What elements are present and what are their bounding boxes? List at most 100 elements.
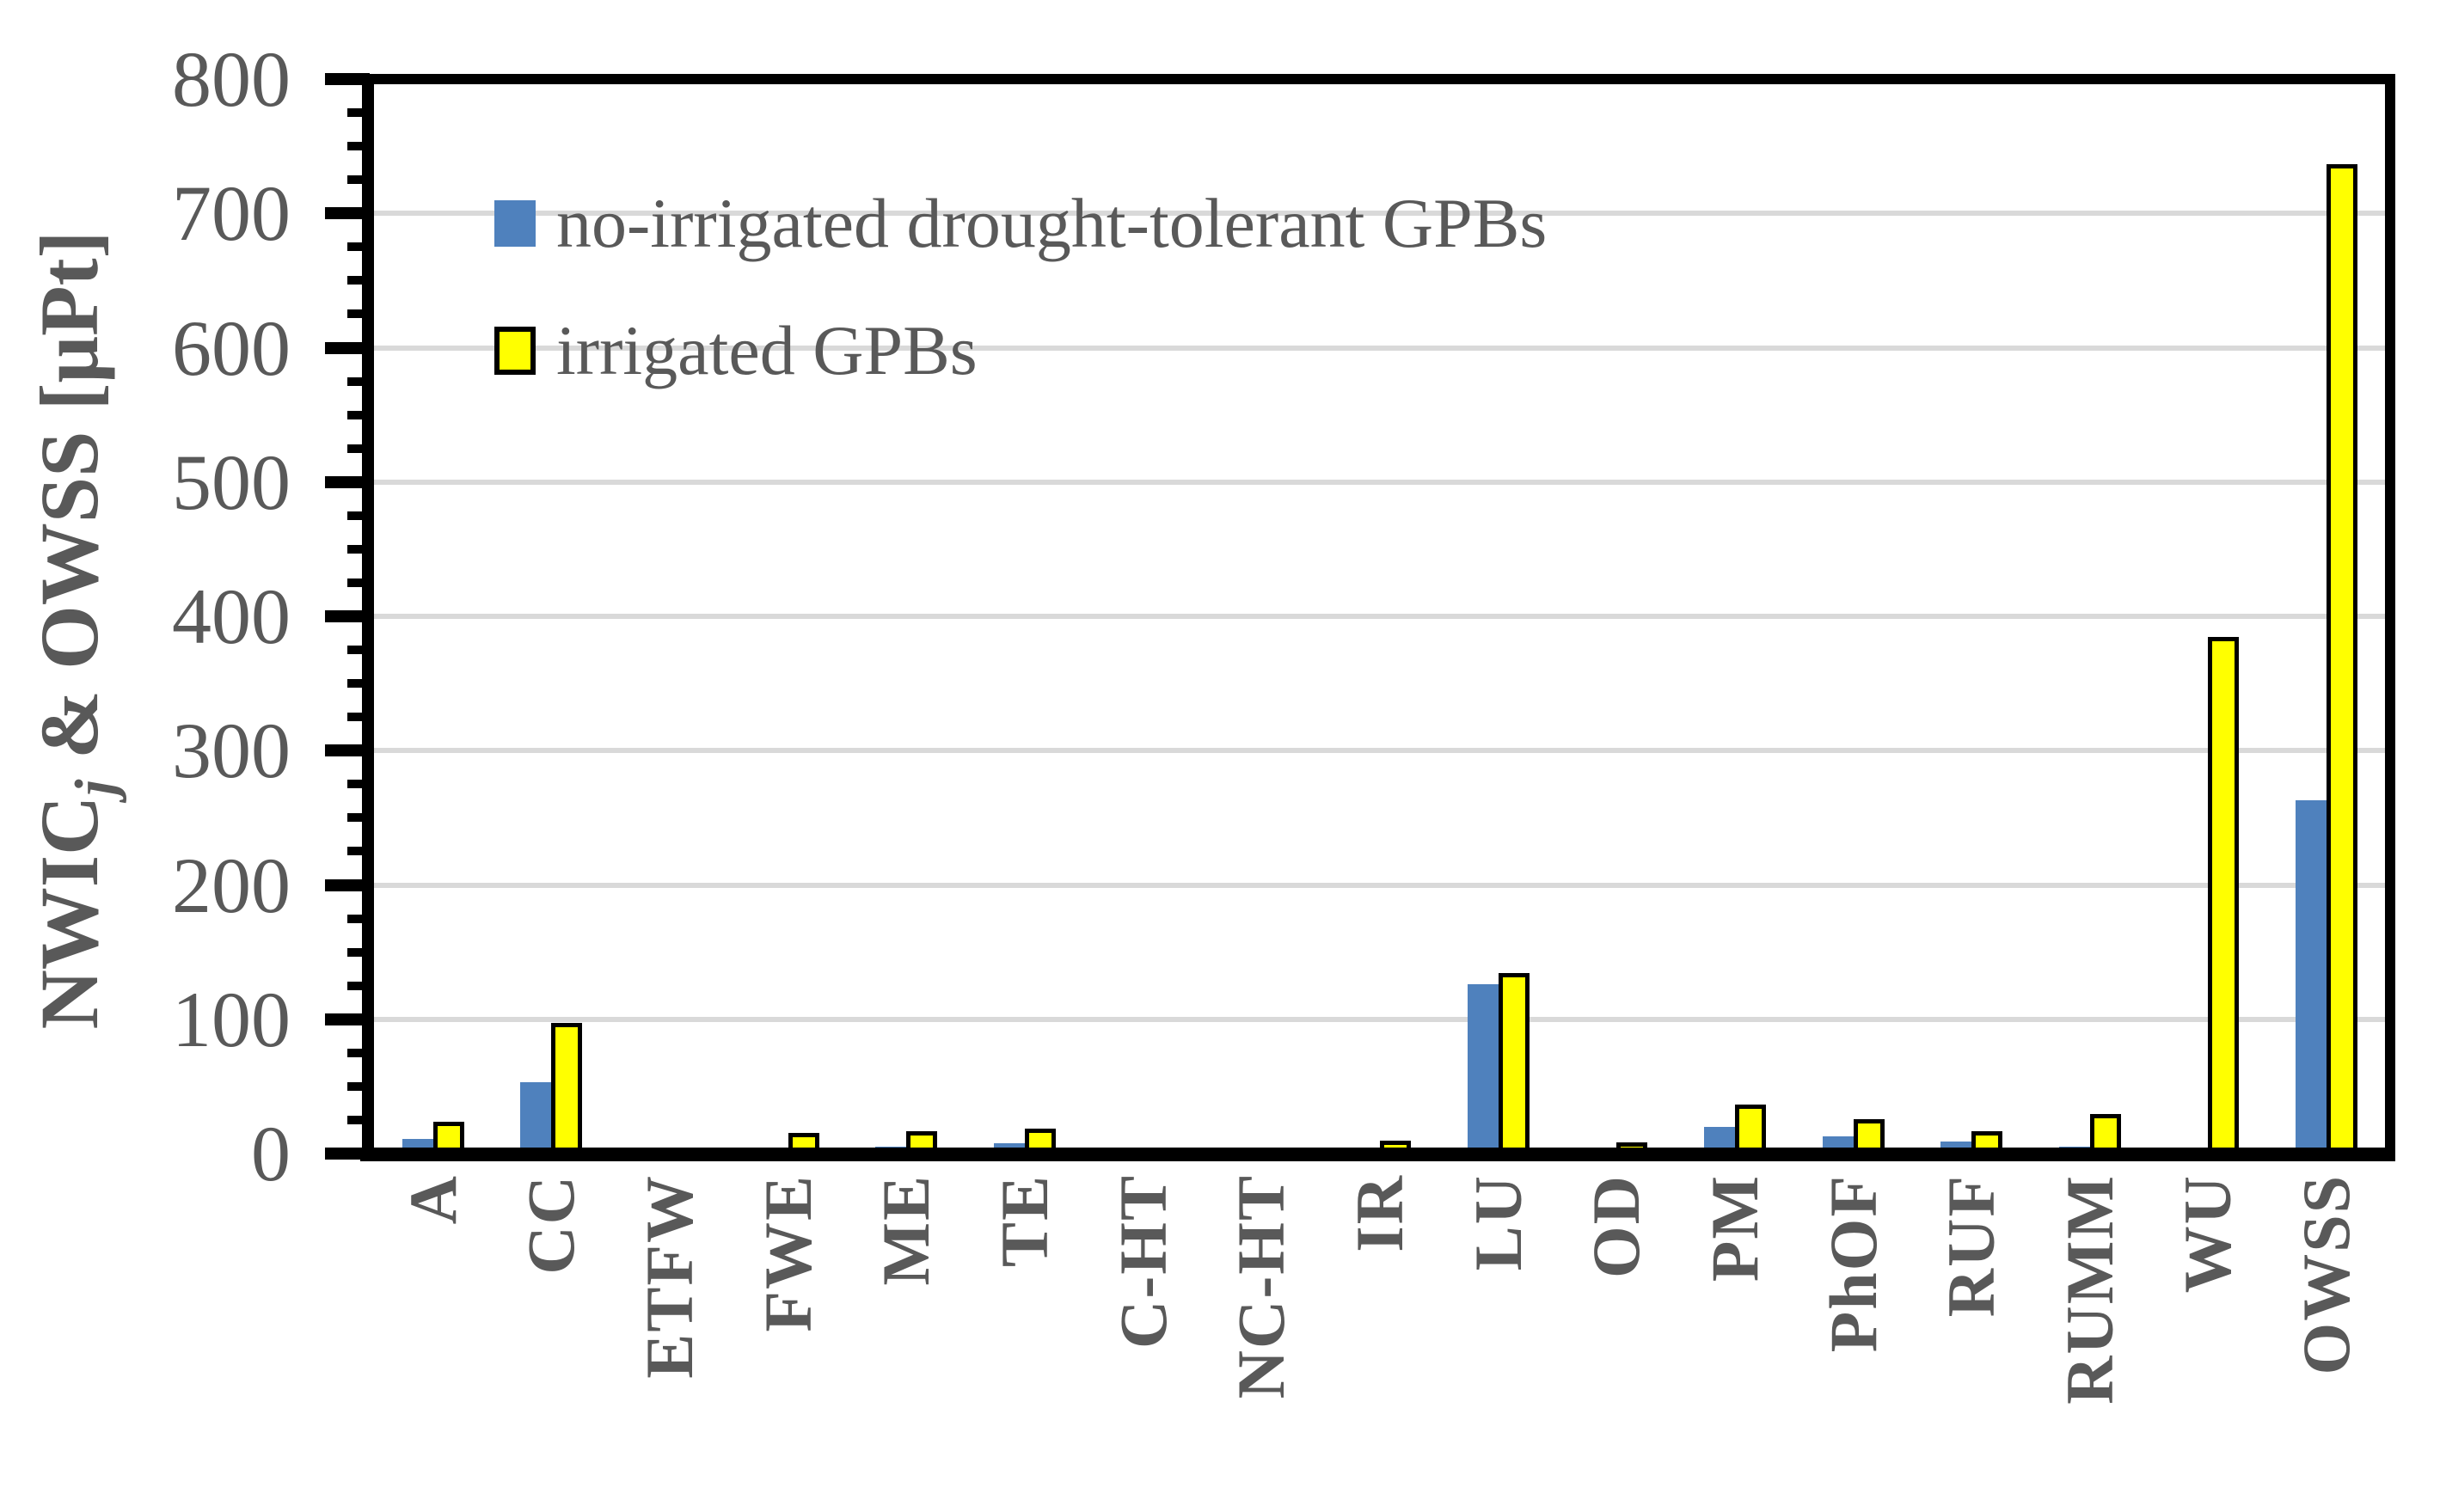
bar-irrigated-CC — [551, 1022, 583, 1154]
y-major-tick — [325, 207, 370, 220]
x-tick-label-PhOF: PhOF — [1815, 1174, 1891, 1353]
bar-group-OWSS — [2267, 79, 2386, 1154]
gridline — [374, 1016, 2386, 1022]
legend-item-irrigated: irrigated GPBs — [494, 309, 978, 392]
bar-group-A — [374, 79, 493, 1154]
x-label-cell: TE — [966, 1174, 1084, 1509]
plot-area: no-irrigated drought-tolerant GPBs irrig… — [374, 79, 2386, 1154]
y-minor-tick — [347, 679, 370, 689]
y-tick-label: 200 — [172, 841, 291, 929]
bar-no-irrigated-CC — [520, 1082, 552, 1154]
y-minor-tick — [347, 376, 370, 386]
legend-item-no-irrigated: no-irrigated drought-tolerant GPBs — [494, 182, 1547, 265]
y-major-tick — [325, 1013, 370, 1025]
bar-irrigated-WU — [2208, 637, 2240, 1154]
x-tick-label-OD: OD — [1579, 1174, 1654, 1278]
x-label-cell: OWSS — [2267, 1174, 2386, 1509]
x-tick-label-FWE: FWE — [750, 1174, 825, 1332]
y-minor-tick — [347, 276, 370, 285]
bar-group-WU — [2149, 79, 2268, 1154]
x-label-cell: FWE — [729, 1174, 848, 1509]
x-tick-label-ETFW: ETFW — [632, 1174, 708, 1379]
bar-group-PM — [1676, 79, 1794, 1154]
y-minor-tick — [347, 1048, 370, 1057]
x-label-cell: NC-HT — [1202, 1174, 1321, 1509]
bar-irrigated-LU — [1498, 973, 1530, 1154]
y-minor-tick — [347, 175, 370, 185]
x-tick-label-IR: IR — [1341, 1174, 1417, 1252]
y-minor-tick — [347, 108, 370, 118]
y-axis-tick-labels: 0 100 200 300 400 500 600 700 800 — [0, 36, 316, 1197]
bar-group-LU — [1439, 79, 1558, 1154]
y-tick-label: 700 — [172, 169, 291, 258]
y-major-tick — [325, 73, 370, 85]
x-label-cell: PhOF — [1794, 1174, 1913, 1509]
legend-swatch-blue — [494, 200, 536, 247]
gridline — [374, 748, 2386, 754]
y-minor-tick — [347, 813, 370, 823]
y-minor-tick — [347, 981, 370, 990]
y-minor-tick — [347, 578, 370, 587]
y-major-tick — [325, 1148, 370, 1160]
x-label-cell: LU — [1439, 1174, 1558, 1509]
bar-no-irrigated-OWSS — [2296, 800, 2327, 1154]
y-minor-tick — [347, 444, 370, 453]
x-tick-label-PM: PM — [1696, 1174, 1772, 1282]
y-minor-tick — [347, 309, 370, 319]
x-axis-line — [360, 1148, 2395, 1161]
x-tick-label-LU: LU — [1460, 1174, 1536, 1271]
bar-group-CC — [493, 79, 611, 1154]
x-label-cell: ME — [848, 1174, 966, 1509]
x-label-cell: A — [374, 1174, 493, 1509]
bar-group-RUMM — [2031, 79, 2149, 1154]
x-tick-label-TE: TE — [987, 1174, 1063, 1268]
x-label-cell: ETFW — [610, 1174, 729, 1509]
y-minor-tick — [347, 914, 370, 923]
y-minor-tick — [347, 646, 370, 655]
gridline — [374, 211, 2386, 217]
x-tick-label-RUF: RUF — [1934, 1174, 2009, 1318]
y-tick-label: 0 — [251, 1110, 291, 1197]
y-minor-tick — [347, 847, 370, 856]
y-tick-label: 500 — [172, 438, 291, 526]
x-tick-label-ME: ME — [868, 1174, 944, 1286]
y-tick-label: 100 — [172, 975, 291, 1063]
y-major-tick — [325, 341, 370, 354]
plot-frame-right — [2385, 74, 2395, 1161]
y-minor-tick — [347, 544, 370, 554]
gridline — [374, 345, 2386, 351]
legend-label: no-irrigated drought-tolerant GPBs — [556, 184, 1548, 262]
x-tick-label-NC-HT: NC-HT — [1223, 1174, 1299, 1399]
x-label-cell: CC — [493, 1174, 611, 1509]
bar-no-irrigated-LU — [1467, 984, 1499, 1154]
gridline — [374, 614, 2386, 619]
y-minor-tick — [347, 142, 370, 151]
y-axis-ticks — [0, 73, 370, 1160]
y-minor-tick — [347, 1115, 370, 1124]
y-axis-line — [362, 74, 374, 1161]
bar-group-PhOF — [1794, 79, 1913, 1154]
x-tick-label-CC: CC — [513, 1174, 589, 1275]
y-minor-tick — [347, 242, 370, 252]
x-label-cell: RUF — [1912, 1174, 2031, 1509]
bar-group-OD — [1557, 79, 1676, 1154]
y-major-tick — [325, 744, 370, 757]
x-tick-label-WU: WU — [2170, 1174, 2246, 1294]
y-major-tick — [325, 610, 370, 622]
x-label-cell: IR — [1321, 1174, 1439, 1509]
x-tick-label-A: A — [395, 1174, 470, 1225]
x-axis-labels: A CC ETFW FWE ME TE C-HT NC-HT IR LU OD PM PhOF RUF RU… — [374, 1174, 2386, 1509]
plot-frame-top — [360, 74, 2395, 84]
y-tick-label: 600 — [172, 303, 291, 392]
y-tick-label: 800 — [172, 35, 291, 123]
x-tick-label-OWSS: OWSS — [2289, 1174, 2364, 1375]
x-label-cell: OD — [1557, 1174, 1676, 1509]
y-minor-tick — [347, 947, 370, 957]
y-tick-label: 400 — [172, 572, 291, 660]
y-minor-tick — [347, 511, 370, 520]
y-minor-tick — [347, 410, 370, 419]
legend-swatch-yellow — [494, 327, 536, 375]
bar-group-RUF — [1912, 79, 2031, 1154]
x-tick-label-C-HT: C-HT — [1105, 1174, 1180, 1349]
